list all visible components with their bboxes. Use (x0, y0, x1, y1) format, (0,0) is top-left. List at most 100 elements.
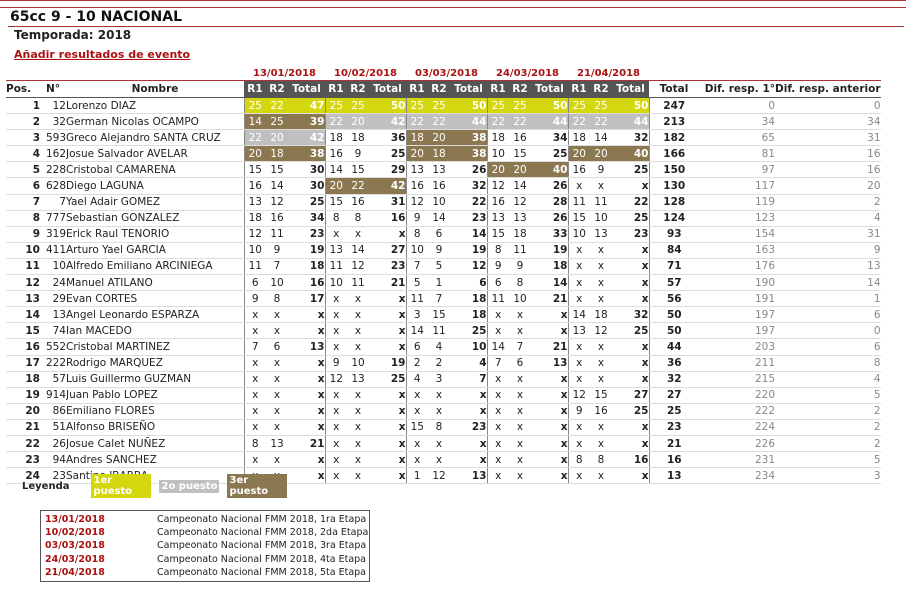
cell-event-total: x (612, 371, 650, 388)
cell-r1: x (486, 435, 509, 453)
row-diff-prev: 13 (775, 258, 881, 276)
row-diff-prev: 0 (775, 322, 881, 340)
table-row: 17 222 Rodrigo MARQUEZ x x x 9 10 19 2 2 4 7 6 13 x x x 36… (6, 355, 881, 372)
row-diff-prev: 5 (775, 387, 881, 404)
cell-r2: x (428, 387, 450, 404)
event-name: Campeonato Nacional FMM 2018, 4ta Etapa (157, 553, 367, 565)
cell-r1: 3 (405, 306, 428, 324)
date-header-row: 13/01/2018 10/02/2018 03/03/2018 24/03/2… (6, 67, 881, 81)
cell-r1: x (324, 467, 347, 485)
cell-event-total: x (288, 403, 326, 420)
cell-r2: 15 (347, 161, 369, 179)
cell-r2: 18 (590, 306, 612, 324)
cell-r2: 18 (266, 145, 288, 163)
cell-r2: 10 (509, 290, 531, 308)
cell-event-total: x (612, 419, 650, 436)
cell-event-total: 13 (531, 355, 569, 372)
cell-event-total: 36 (369, 129, 407, 147)
cell-r1: 15 (405, 419, 428, 436)
cell-event-total: 4 (450, 355, 488, 372)
cell-event-total: 25 (369, 371, 407, 388)
page-title: 65cc 9 - 10 NACIONAL (10, 9, 183, 25)
cell-r2: 25 (590, 97, 612, 115)
row-diff-prev: 16 (775, 161, 881, 179)
row-total: 84 (649, 242, 699, 259)
event-date-header: 10/02/2018 (325, 67, 406, 81)
event-date-header: 21/04/2018 (568, 67, 649, 81)
cell-event-total: 25 (612, 322, 650, 340)
cell-r1: 25 (405, 97, 428, 115)
row-number: 24 (40, 274, 66, 292)
cell-r1: 10 (567, 226, 590, 243)
cell-r1: 10 (324, 274, 347, 292)
row-name: Josue Calet NUÑEZ (66, 435, 244, 453)
events-list: 13/01/2018 Campeonato Nacional FMM 2018, … (40, 510, 370, 582)
row-total: 93 (649, 226, 699, 243)
cell-event-total: x (612, 274, 650, 292)
row-name: Rodrigo MARQUEZ (66, 355, 244, 372)
cell-r1: x (405, 403, 428, 420)
row-diff-first: 123 (699, 210, 775, 227)
cell-event-total: 21 (288, 435, 326, 453)
cell-r2: 7 (266, 258, 288, 276)
cell-r2: x (509, 322, 531, 340)
cell-event-total: x (450, 451, 488, 469)
cell-event-total: x (531, 387, 569, 404)
cell-event-total: 44 (531, 113, 569, 131)
cell-r1: 13 (567, 322, 590, 340)
row-position: 8 (6, 210, 40, 227)
row-total: 166 (649, 145, 699, 163)
cell-r1: x (567, 355, 590, 372)
cell-event-total: 25 (612, 403, 650, 420)
cell-r2: 20 (428, 129, 450, 147)
cell-r2: 1 (428, 274, 450, 292)
cell-event-total: 25 (612, 161, 650, 179)
row-name: Lorenzo DIAZ (66, 97, 244, 115)
cell-r1: x (567, 338, 590, 356)
cell-event-total: x (531, 467, 569, 485)
cell-r1: x (243, 451, 266, 469)
cell-r1: 14 (324, 161, 347, 179)
row-name: Angel Leonardo ESPARZA (66, 306, 244, 324)
cell-r2: x (590, 371, 612, 388)
event-date-header: 13/01/2018 (244, 67, 325, 81)
row-name: Greco Alejandro SANTA CRUZ (66, 129, 244, 147)
add-results-link[interactable]: Añadir resultados de evento (14, 48, 191, 61)
cell-event-total: 38 (450, 129, 488, 147)
cell-r2: 6 (428, 226, 450, 243)
cell-event-total: 22 (612, 194, 650, 211)
row-position: 12 (6, 274, 40, 292)
cell-r2: 3 (428, 371, 450, 388)
cell-event-total: x (369, 322, 407, 340)
cell-event-total: x (450, 403, 488, 420)
cell-r1: 11 (243, 258, 266, 276)
cell-r2: x (266, 355, 288, 372)
cell-r2: 18 (347, 129, 369, 147)
cell-r1: x (567, 258, 590, 276)
cell-r2: 8 (266, 290, 288, 308)
cell-r2: 11 (347, 274, 369, 292)
table-row: 19 914 Juan Pablo LOPEZ x x x x x x x x x x x x 12 15 27 2… (6, 387, 881, 404)
cell-r2: x (590, 467, 612, 485)
cell-r1: x (486, 306, 509, 324)
row-diff-prev: 2 (775, 435, 881, 453)
table-row: 7 7 Yael Adair GOMEZ 13 12 25 15 16 31 12 10 22 16 12… (6, 194, 881, 211)
col-name: Nombre (66, 80, 244, 98)
cell-r2: 9 (347, 145, 369, 163)
table-row: 8 777 Sebastian GONZALEZ 18 16 34 8 8 16 9 14 23 13 1… (6, 210, 881, 227)
results-table: 13/01/2018 10/02/2018 03/03/2018 24/03/2… (6, 67, 881, 485)
legend: Leyenda 1er puesto 2o puesto 3er puesto (22, 474, 295, 498)
cell-r2: 25 (509, 97, 531, 115)
cell-r2: x (347, 322, 369, 340)
row-total: 213 (649, 113, 699, 131)
row-position: 9 (6, 226, 40, 243)
cell-event-total: 40 (612, 145, 650, 163)
event-name: Campeonato Nacional FMM 2018, 5ta Etapa (157, 566, 367, 578)
row-number: 777 (40, 210, 66, 227)
cell-r1: x (486, 387, 509, 404)
cell-r1: x (243, 306, 266, 324)
cell-r1: x (486, 451, 509, 469)
cell-r1: 18 (243, 210, 266, 227)
cell-r2: 12 (428, 467, 450, 485)
col-diff-prev: Dif. resp. anterior (775, 80, 881, 98)
